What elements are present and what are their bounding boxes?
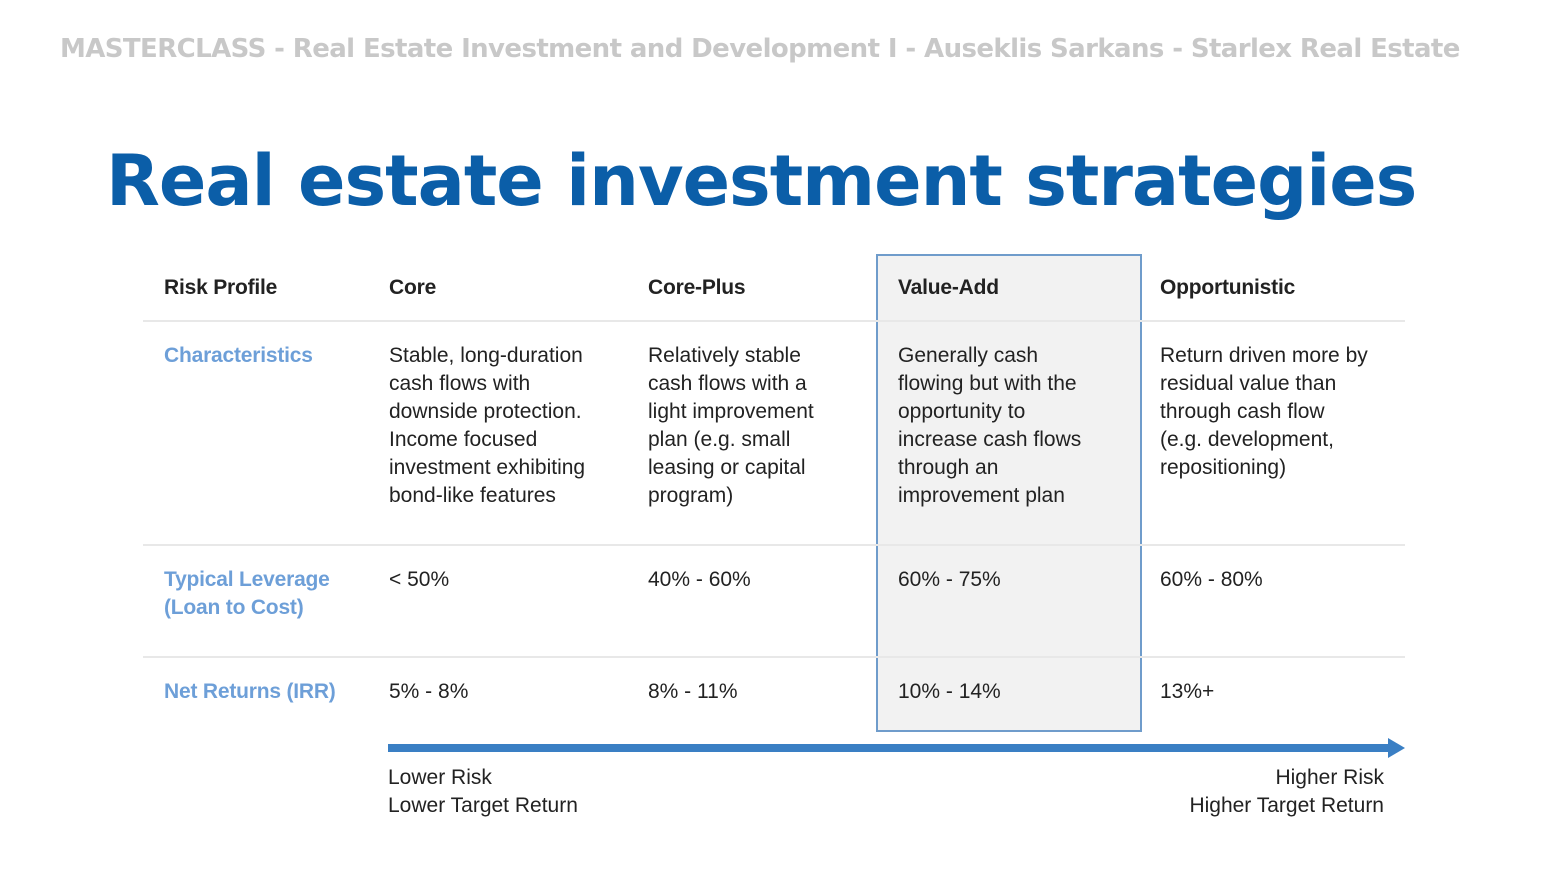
header-core: Core [389, 276, 437, 299]
returns-value-add: 10% - 14% [898, 680, 1001, 703]
header-opportunistic: Opportunistic [1160, 276, 1296, 299]
returns-core-plus: 8% - 11% [648, 680, 738, 703]
lower-risk-label: Lower Risk [388, 766, 492, 789]
characteristics-core: Stable, long-duration cash flows with do… [389, 344, 586, 507]
header-value-add: Value-Add [898, 276, 999, 299]
lower-target-return-label: Lower Target Return [388, 794, 578, 817]
row-label-net-returns: Net Returns (IRR) [164, 680, 336, 703]
table-divider [143, 544, 1405, 546]
table-divider [143, 656, 1405, 658]
row-label-characteristics: Characteristics [164, 344, 313, 367]
characteristics-core-plus: Relatively stable cash flows with a ligh… [648, 344, 814, 507]
higher-target-return-label: Higher Target Return [1189, 794, 1384, 817]
characteristics-opportunistic: Return driven more by residual value tha… [1160, 344, 1368, 479]
scale-left-label: Lower Risk Lower Target Return [388, 764, 578, 820]
scale-right-label: Higher Risk Higher Target Return [1189, 764, 1384, 820]
presentation-header: MASTERCLASS - Real Estate Investment and… [60, 34, 1460, 64]
leverage-core: < 50% [389, 568, 450, 591]
header-core-plus: Core-Plus [648, 276, 746, 299]
value-add-highlight [876, 254, 1142, 732]
leverage-opportunistic: 60% - 80% [1160, 568, 1263, 591]
returns-core: 5% - 8% [389, 680, 469, 703]
arrow-right-icon [1388, 738, 1405, 758]
header-risk-profile: Risk Profile [164, 276, 278, 299]
leverage-value-add: 60% - 75% [898, 568, 1001, 591]
page-title: Real estate investment strategies [106, 140, 1417, 222]
returns-opportunistic: 13%+ [1160, 680, 1215, 703]
leverage-core-plus: 40% - 60% [648, 568, 751, 591]
higher-risk-label: Higher Risk [1275, 766, 1384, 789]
table-divider [143, 320, 1405, 322]
characteristics-value-add: Generally cash flowing but with the oppo… [898, 344, 1082, 507]
row-label-typical-leverage: Typical Leverage (Loan to Cost) [164, 568, 330, 619]
arrow-shaft [388, 744, 1390, 752]
